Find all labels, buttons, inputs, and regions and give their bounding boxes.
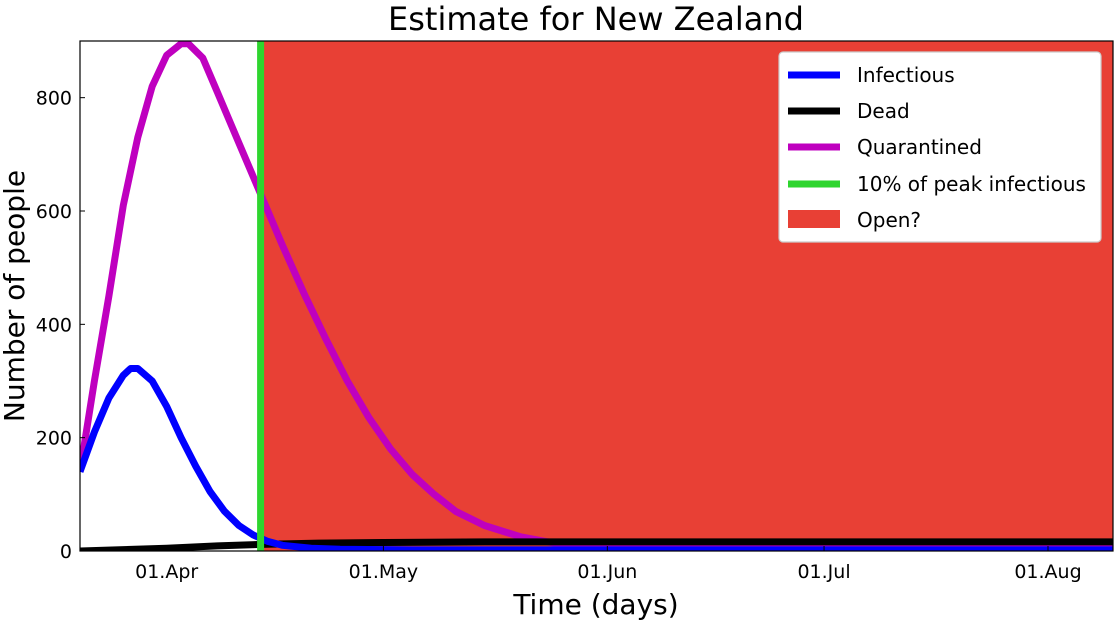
legend-label-open: Open?: [857, 208, 921, 232]
y-tick-label: 600: [36, 201, 72, 223]
x-tick-label: 01.Jul: [797, 561, 850, 583]
series-dead-line: [80, 538, 1113, 551]
x-axis-label: Time (days): [512, 588, 678, 621]
legend-box: [778, 51, 1102, 243]
legend-label-dead: Dead: [857, 99, 910, 123]
legend-label-infectious: Infectious: [857, 63, 955, 87]
series-infectious-line: [80, 365, 1113, 551]
y-tick-label: 0: [60, 541, 72, 563]
x-tick-label: 01.May: [349, 561, 419, 583]
x-tick-label: 01.Aug: [1014, 561, 1081, 583]
legend-swatch-open: [788, 210, 840, 228]
legend-label-quarantined: Quarantined: [857, 135, 982, 159]
y-axis-ticks: 0 200 400 600 800: [36, 88, 85, 563]
plot-frame: [79, 40, 1114, 552]
y-tick-label: 400: [36, 314, 72, 336]
x-axis-ticks: 01.Apr 01.May 01.Jun 01.Jul 01.Aug: [135, 546, 1082, 583]
x-tick-label: 01.Apr: [135, 561, 198, 583]
legend-label-threshold: 10% of peak infectious: [857, 172, 1086, 196]
y-tick-label: 800: [36, 88, 72, 110]
y-axis-label: Number of people: [0, 170, 31, 422]
y-tick-label: 200: [36, 428, 72, 450]
legend: Infectious Dead Quarantined 10% of peak …: [778, 51, 1102, 243]
chart-title: Estimate for New Zealand: [388, 0, 804, 38]
x-tick-label: 01.Jun: [577, 561, 637, 583]
